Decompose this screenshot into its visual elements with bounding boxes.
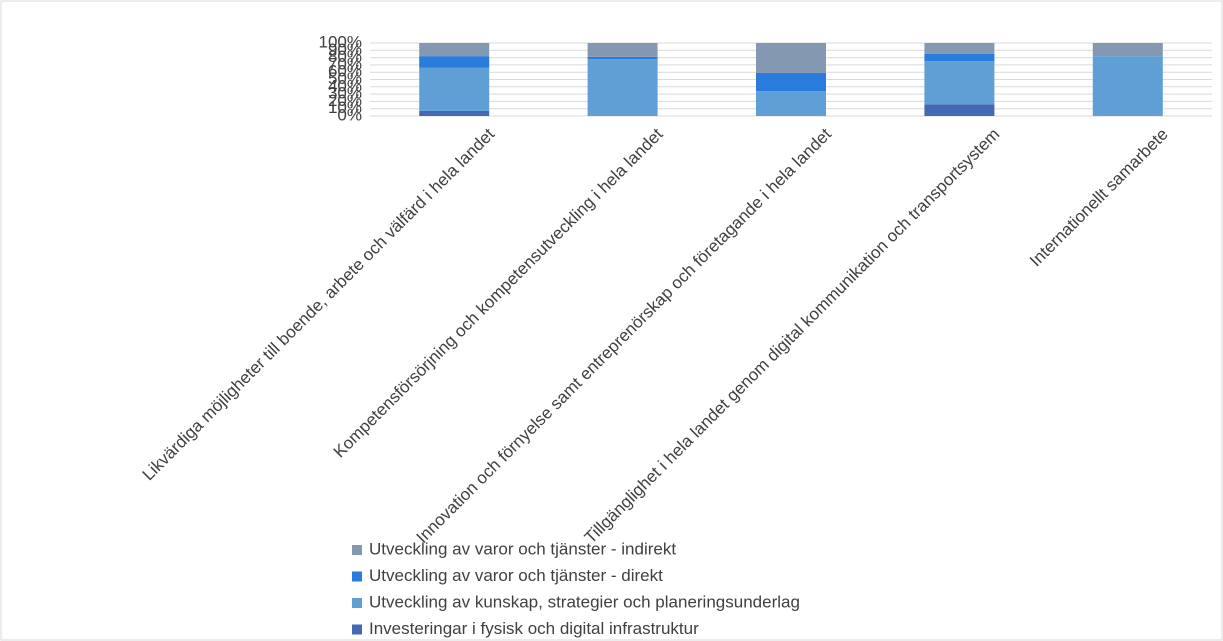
y-tick-label: 70% bbox=[328, 54, 362, 73]
bar-segment bbox=[419, 56, 490, 68]
y-tick-label: 60% bbox=[328, 62, 362, 81]
legend-label: Utveckling av varor och tjänster - indir… bbox=[369, 539, 676, 558]
bar-segment bbox=[924, 104, 995, 116]
y-tick-label: 10% bbox=[328, 98, 362, 117]
bar-segment bbox=[587, 56, 658, 60]
y-tick-label: 0% bbox=[337, 105, 362, 124]
y-tick-label: 90% bbox=[328, 40, 362, 59]
bar-segment bbox=[756, 91, 826, 116]
y-tick-label: 100% bbox=[319, 32, 362, 51]
bar-segment bbox=[1092, 43, 1163, 57]
legend-label: Investeringar i fysisk och digital infra… bbox=[369, 619, 699, 638]
legend-swatch bbox=[352, 571, 362, 582]
bar-segment bbox=[419, 110, 490, 116]
y-tick-label: 80% bbox=[328, 47, 362, 66]
y-tick-label: 50% bbox=[328, 69, 362, 88]
y-tick-label: 30% bbox=[328, 84, 362, 103]
bar-segment bbox=[924, 53, 995, 62]
bar-segment bbox=[587, 43, 658, 57]
y-tick-label: 40% bbox=[328, 76, 362, 95]
y-tick-label: 20% bbox=[328, 91, 362, 110]
bar-segment bbox=[756, 43, 826, 73]
bar-segment bbox=[419, 43, 490, 57]
legend-label: Utveckling av kunskap, strategier och pl… bbox=[369, 592, 800, 611]
legend-swatch bbox=[352, 624, 362, 635]
bar-segment bbox=[1092, 56, 1163, 116]
bar-segment bbox=[587, 59, 658, 116]
bar-segment bbox=[924, 43, 995, 54]
legend-label: Utveckling av varor och tjänster - direk… bbox=[369, 566, 663, 585]
bar-segment bbox=[756, 72, 826, 92]
legend-swatch bbox=[352, 545, 362, 555]
legend-swatch bbox=[352, 598, 362, 608]
bar-segment bbox=[419, 67, 490, 111]
bar-segment bbox=[924, 61, 995, 105]
